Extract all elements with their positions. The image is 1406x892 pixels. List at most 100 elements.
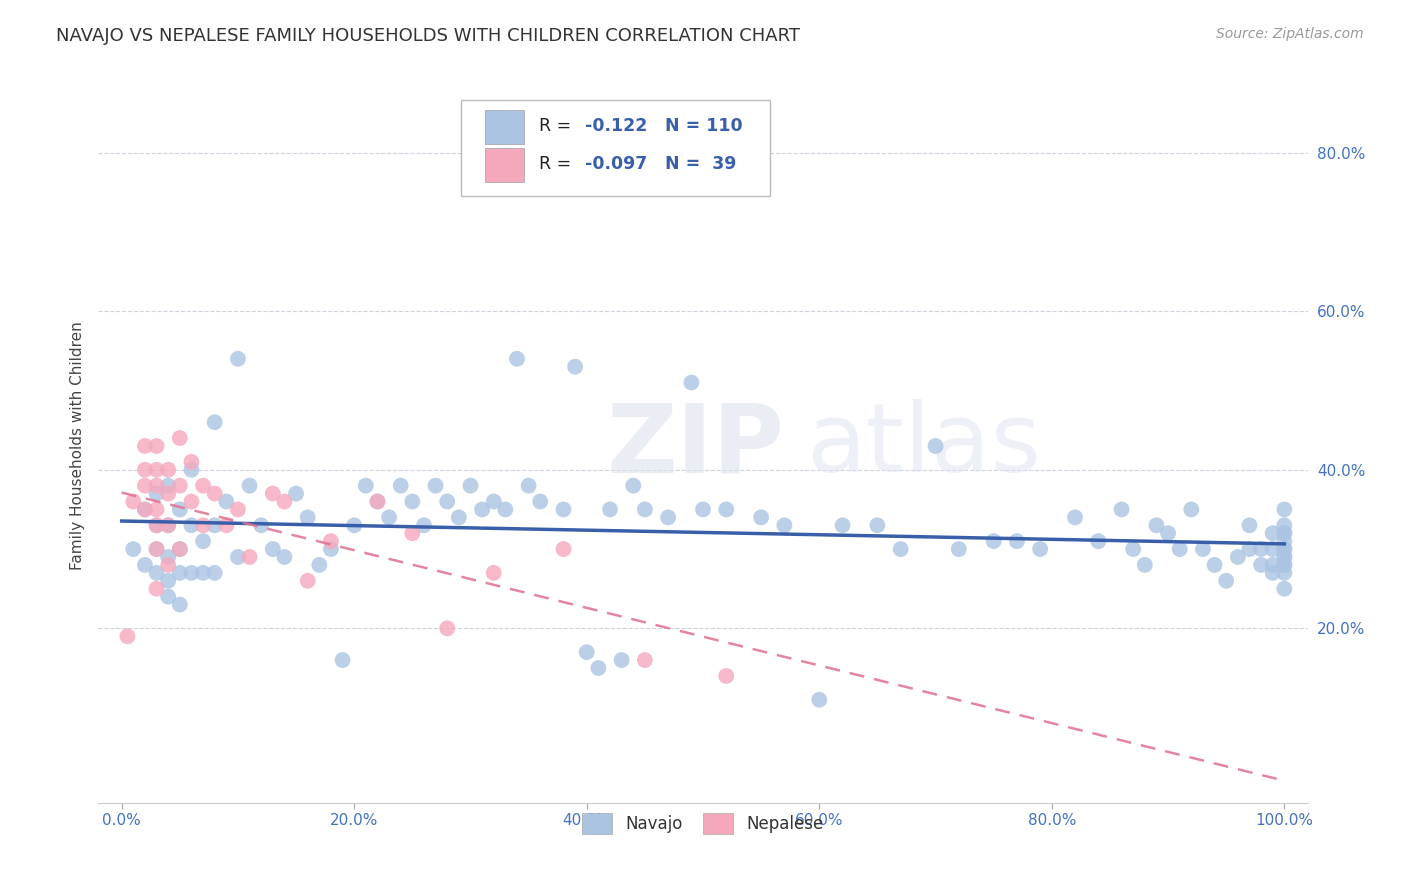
Point — [157, 518, 180, 533]
Point — [319, 534, 342, 549]
Point — [273, 494, 295, 508]
Point — [1239, 518, 1261, 533]
Text: R =: R = — [538, 118, 576, 136]
Point — [494, 502, 516, 516]
Point — [169, 542, 191, 557]
Point — [1261, 542, 1284, 557]
Point — [1272, 558, 1295, 572]
Point — [471, 502, 494, 516]
Point — [319, 542, 342, 557]
Point — [145, 542, 167, 557]
Point — [1111, 502, 1133, 516]
Point — [657, 510, 679, 524]
Point — [890, 542, 912, 557]
Point — [749, 510, 772, 524]
Point — [1272, 582, 1295, 596]
Point — [343, 518, 366, 533]
Text: ZIP: ZIP — [606, 400, 785, 492]
Point — [297, 574, 319, 588]
Point — [204, 415, 226, 429]
Point — [1180, 502, 1202, 516]
Point — [157, 486, 180, 500]
Point — [1272, 558, 1295, 572]
Point — [482, 566, 505, 580]
Point — [1122, 542, 1144, 557]
Point — [204, 518, 226, 533]
Point — [180, 494, 202, 508]
Point — [145, 486, 167, 500]
Point — [134, 478, 156, 492]
Point — [239, 549, 262, 564]
Point — [1261, 566, 1284, 580]
Point — [1261, 558, 1284, 572]
Point — [1272, 542, 1295, 557]
Point — [134, 502, 156, 516]
Point — [169, 566, 191, 580]
Point — [134, 463, 156, 477]
Point — [366, 494, 388, 508]
Point — [1272, 526, 1295, 541]
Point — [575, 645, 598, 659]
Point — [226, 351, 249, 366]
Point — [447, 510, 470, 524]
Point — [506, 351, 529, 366]
Point — [145, 542, 167, 557]
Point — [1261, 526, 1284, 541]
Point — [169, 598, 191, 612]
Point — [297, 510, 319, 524]
Point — [169, 431, 191, 445]
Point — [145, 478, 167, 492]
Point — [1064, 510, 1087, 524]
Point — [1272, 526, 1295, 541]
Point — [134, 502, 156, 516]
Text: NAVAJO VS NEPALESE FAMILY HOUSEHOLDS WITH CHILDREN CORRELATION CHART: NAVAJO VS NEPALESE FAMILY HOUSEHOLDS WIT… — [56, 27, 800, 45]
Text: Source: ZipAtlas.com: Source: ZipAtlas.com — [1216, 27, 1364, 41]
Point — [681, 376, 703, 390]
Point — [692, 502, 714, 516]
Text: N = 110: N = 110 — [654, 118, 742, 136]
Point — [157, 518, 180, 533]
Point — [226, 502, 249, 516]
Point — [145, 463, 167, 477]
Point — [773, 518, 796, 533]
Point — [145, 502, 167, 516]
Point — [1250, 542, 1272, 557]
Point — [378, 510, 401, 524]
Point — [157, 463, 180, 477]
Point — [1272, 542, 1295, 557]
Point — [262, 486, 284, 500]
Point — [204, 486, 226, 500]
Point — [145, 566, 167, 580]
Point — [191, 566, 214, 580]
Point — [191, 518, 214, 533]
Point — [621, 478, 644, 492]
Text: R =: R = — [538, 155, 576, 173]
Point — [145, 582, 167, 596]
Point — [425, 478, 447, 492]
Point — [134, 439, 156, 453]
Point — [529, 494, 551, 508]
Point — [1005, 534, 1028, 549]
Point — [436, 621, 458, 635]
Point — [180, 566, 202, 580]
Point — [1272, 566, 1295, 580]
Bar — [485, 148, 524, 182]
Point — [1144, 518, 1167, 533]
Point — [517, 478, 540, 492]
Point — [401, 494, 423, 508]
Point — [157, 558, 180, 572]
Point — [180, 518, 202, 533]
Point — [716, 669, 738, 683]
Bar — [485, 110, 524, 145]
Point — [145, 439, 167, 453]
Point — [831, 518, 853, 533]
Legend: Navajo, Nepalese: Navajo, Nepalese — [575, 806, 831, 841]
Point — [634, 653, 657, 667]
Point — [215, 494, 238, 508]
Y-axis label: Family Households with Children: Family Households with Children — [69, 322, 84, 570]
Point — [273, 549, 295, 564]
Point — [1272, 518, 1295, 533]
Point — [191, 534, 214, 549]
Point — [634, 502, 657, 516]
Point — [169, 502, 191, 516]
